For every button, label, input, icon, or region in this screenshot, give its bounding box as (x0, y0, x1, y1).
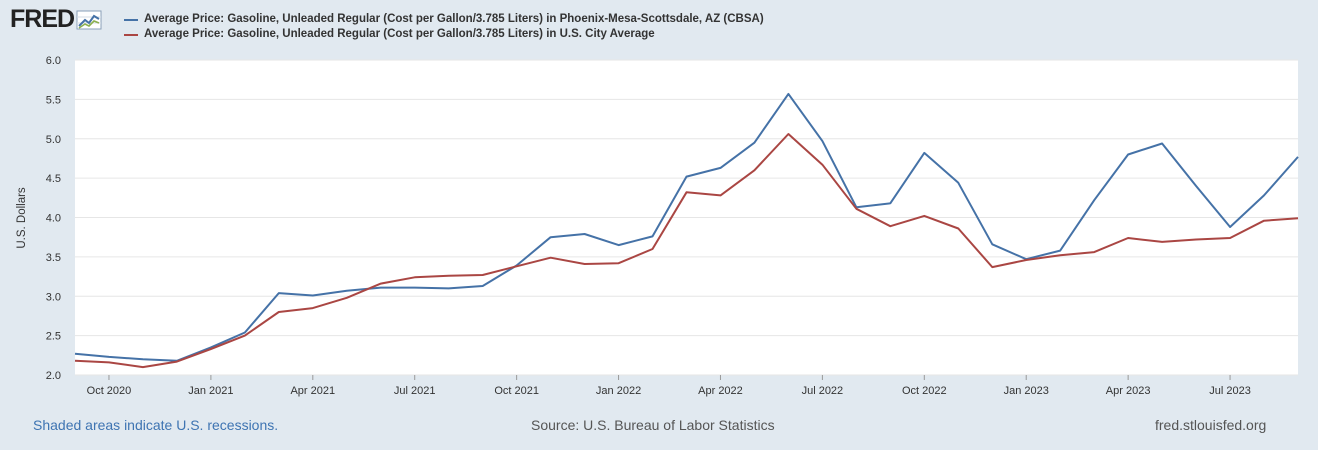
legend-label-us-city-average: Average Price: Gasoline, Unleaded Regula… (144, 28, 655, 40)
logo-text: FRED (10, 5, 75, 33)
x-axis-ticks: Oct 2020 Jan 2021 Apr 2021 Jul 2021 Oct 2021… (87, 375, 1251, 397)
x-tick-label: Jul 2022 (802, 385, 844, 397)
y-axis-ticks: 2.0 2.5 3.0 3.5 4.0 4.5 5.0 5.5 6.0 (46, 55, 61, 382)
x-tick-label: Apr 2021 (290, 385, 335, 397)
y-tick-label: 3.0 (46, 291, 61, 303)
x-tick-label: Jul 2021 (394, 385, 436, 397)
x-tick-label: Apr 2022 (698, 385, 743, 397)
chart-legend: Average Price: Gasoline, Unleaded Regula… (124, 12, 764, 42)
x-tick-label: Jul 2023 (1209, 385, 1251, 397)
legend-swatch-us-city-average (124, 33, 138, 36)
y-tick-label: 2.0 (46, 370, 61, 382)
source-text: Source: U.S. Bureau of Labor Statistics (531, 417, 775, 433)
fred-url[interactable]: fred.stlouisfed.org (1155, 417, 1267, 433)
y-tick-label: 2.5 (46, 331, 61, 343)
y-axis-label: U.S. Dollars (16, 187, 28, 249)
legend-item-us-city-average[interactable]: Average Price: Gasoline, Unleaded Regula… (124, 27, 764, 42)
y-tick-label: 5.0 (46, 134, 61, 146)
y-tick-label: 6.0 (46, 55, 61, 67)
recession-note: Shaded areas indicate U.S. recessions. (33, 417, 279, 433)
x-tick-label: Apr 2023 (1106, 385, 1151, 397)
fred-logo[interactable]: FRED (10, 7, 102, 32)
x-tick-label: Jan 2022 (596, 385, 641, 397)
series-line-us-city-average[interactable] (74, 133, 1299, 369)
graph-icon (76, 10, 102, 29)
legend-label-phoenix: Average Price: Gasoline, Unleaded Regula… (144, 13, 764, 25)
x-tick-label: Jan 2021 (188, 385, 233, 397)
legend-swatch-phoenix (124, 18, 138, 21)
y-tick-label: 3.5 (46, 252, 61, 264)
x-tick-label: Oct 2020 (87, 385, 132, 397)
legend-item-phoenix[interactable]: Average Price: Gasoline, Unleaded Regula… (124, 12, 764, 27)
series-line-phoenix[interactable] (74, 92, 1299, 362)
x-tick-label: Oct 2021 (494, 385, 539, 397)
x-tick-label: Oct 2022 (902, 385, 947, 397)
gridlines (75, 59, 1298, 376)
y-tick-label: 5.5 (46, 94, 61, 106)
y-tick-label: 4.5 (46, 173, 61, 185)
y-tick-label: 4.0 (46, 213, 61, 225)
series-lines (74, 92, 1299, 369)
x-tick-label: Jan 2023 (1004, 385, 1049, 397)
